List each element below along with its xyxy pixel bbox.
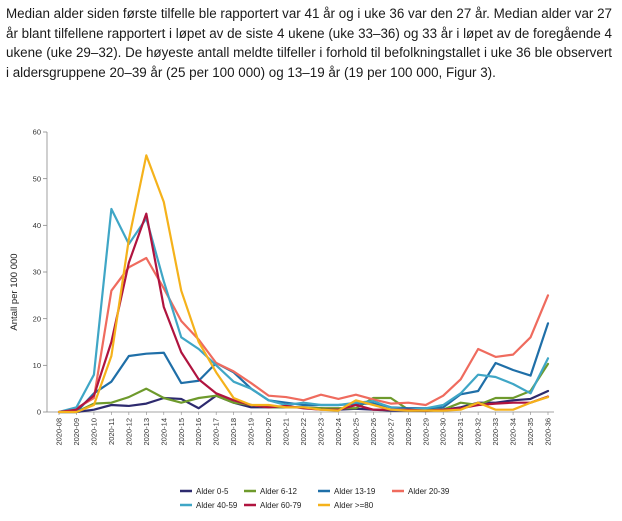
x-tick-label: 2020-20 — [264, 418, 273, 446]
x-tick-label: 2020-36 — [544, 418, 553, 446]
y-axis-title: Antall per 100 000 — [9, 253, 20, 330]
x-tick-label: 2020-32 — [474, 418, 483, 446]
y-axis: 0 10 20 30 40 50 60 — [33, 128, 48, 417]
x-tick-label: 2020-27 — [386, 418, 395, 446]
x-tick-label: 2020-25 — [351, 418, 360, 446]
x-tick-label: 2020-18 — [229, 418, 238, 446]
x-tick-label: 2020-34 — [509, 418, 518, 446]
x-axis: 2020-08 2020-09 2020-10 2020-11 2020-12 2020-… — [47, 411, 554, 446]
x-tick-label: 2020-24 — [334, 418, 343, 446]
x-tick-label: 2020-35 — [526, 418, 535, 446]
x-tick-label: 2020-16 — [194, 418, 203, 446]
series-line-alder-40-59 — [57, 207, 550, 414]
series-line-alder-20-39 — [57, 256, 550, 414]
x-tick-label: 2020-19 — [247, 418, 256, 446]
x-tick-label: 2020-29 — [421, 418, 430, 446]
legend: Alder 0-5 Alder 6-12 Alder 13-19 Alder 20-3… — [180, 487, 450, 510]
x-tick-label: 2020-23 — [316, 418, 325, 446]
x-tick-label: 2020-22 — [299, 418, 308, 446]
x-tick-label: 2020-10 — [89, 418, 98, 446]
legend-label: Alder >=80 — [334, 501, 374, 510]
x-tick-label: 2020-31 — [456, 418, 465, 446]
series-line-alder-13-19 — [57, 322, 550, 414]
x-tick-label: 2020-28 — [404, 418, 413, 446]
x-tick-label: 2020-11 — [107, 418, 116, 445]
legend-label: Alder 40-59 — [196, 501, 238, 510]
legend-label: Alder 0-5 — [196, 487, 229, 496]
y-tick-label: 0 — [37, 408, 41, 417]
x-tick-label: 2020-21 — [282, 418, 291, 446]
series-line-alder-80 — [57, 154, 550, 414]
x-tick-label: 2020-09 — [72, 418, 81, 446]
series-line-alder-60-79 — [57, 212, 550, 414]
legend-label: Alder 13-19 — [334, 487, 376, 496]
y-tick-label: 30 — [33, 268, 41, 277]
x-tick-label: 2020-13 — [142, 418, 151, 446]
x-tick-label: 2020-08 — [55, 418, 64, 446]
y-tick-label: 60 — [33, 128, 41, 137]
x-tick-label: 2020-30 — [439, 418, 448, 446]
series-lines — [57, 154, 550, 414]
x-tick-label: 2020-17 — [212, 418, 221, 446]
legend-label: Alder 6-12 — [260, 487, 297, 496]
y-tick-label: 10 — [33, 361, 41, 370]
x-tick-label: 2020-12 — [124, 418, 133, 446]
legend-label: Alder 20-39 — [408, 487, 450, 496]
x-tick-label: 2020-33 — [491, 418, 500, 446]
y-tick-label: 40 — [33, 221, 41, 230]
body-paragraph: Median alder siden første tilfelle ble r… — [6, 6, 612, 80]
x-tick-label: 2020-14 — [159, 418, 168, 446]
legend-label: Alder 60-79 — [260, 501, 302, 510]
x-tick-label: 2020-15 — [177, 418, 186, 446]
y-tick-label: 20 — [33, 314, 41, 323]
x-tick-label: 2020-26 — [369, 418, 378, 446]
y-tick-label: 50 — [33, 174, 41, 183]
